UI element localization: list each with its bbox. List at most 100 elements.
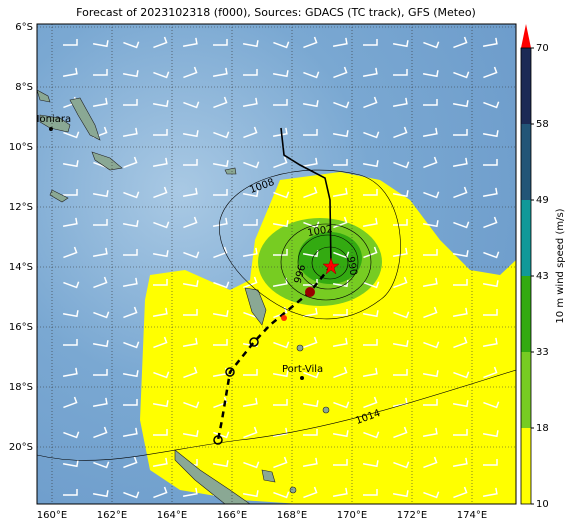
wind-barb [332,430,349,438]
wind-barb [452,100,469,108]
wind-barb [122,70,139,78]
wind-barb [153,36,168,49]
colorbar-segment [521,428,531,504]
wind-barb [363,189,378,196]
wind-barb [273,491,290,499]
city-dot [49,127,53,131]
lon-label: 166°E [217,510,247,521]
wind-barb [483,251,500,259]
wind-barb [422,277,438,287]
wind-barb [333,251,350,259]
wind-barb [272,127,288,137]
wind-barb [422,127,438,137]
wind-barb [153,186,168,199]
wind-barb [363,131,380,139]
wind-barb [183,101,200,109]
wind-barb [452,157,468,167]
wind-barb [63,339,78,346]
wind-barb [122,277,138,287]
lat-label: 20°S [9,442,33,453]
wind-barb [302,400,319,408]
wind-barb [92,97,108,107]
wind-barb [212,460,229,468]
wind-barb [362,310,379,318]
lon-label: 164°E [157,510,187,521]
wind-barb [453,486,468,499]
wind-barb [213,131,230,139]
wind-barb [242,97,258,107]
wind-barb [92,397,108,407]
wind-barb [63,246,78,259]
wind-barb [423,456,438,469]
wind-barb [483,66,498,79]
wind-barb [243,161,260,169]
wind-barb [393,461,410,469]
lat-label: 16°S [9,322,33,333]
colorbar: 10 18 33 43 49 58 70 [520,24,549,510]
colorbar-tick-label: 10 [536,499,549,510]
wind-barb [422,427,438,437]
title: Forecast of 2023102318 (f000), Sources: … [76,6,476,19]
wind-barb [392,340,409,348]
wind-barb [123,249,138,256]
wind-barb [63,281,80,289]
wind-barb [423,491,440,499]
wind-barb [482,37,498,47]
wind-barb [272,427,288,437]
wind-barb [332,130,349,138]
lat-label: 8°S [15,82,33,93]
wind-barb [303,371,320,379]
wind-barb [362,367,378,377]
wind-barb [453,129,468,136]
wind-barb [452,457,468,467]
wind-barb [182,37,198,47]
isobar-label: 1002 [307,224,334,239]
wind-barb [62,67,78,77]
wind-barb [303,71,320,79]
islands [37,89,330,504]
graticule [37,24,516,504]
wind-barb [182,430,199,438]
wind-barb [273,99,288,106]
wind-barb [242,40,259,48]
wind-barb [363,489,378,496]
wind-barb [212,217,228,227]
wind-barb [483,216,498,229]
wind-barb [122,427,138,437]
wind-barb [273,341,290,349]
colorbar-segment [521,352,531,428]
wind-barb [393,426,408,439]
isobars [37,169,516,461]
wind-barb [333,366,348,379]
wind-barb [273,456,288,469]
colorbar-tick-label: 33 [536,347,549,358]
wind-barb [93,69,108,76]
wind-barb [333,459,348,466]
wind-barb [363,281,380,289]
wind-barb [362,460,379,468]
map-area: Honiara Port-Vila 1008 1002 996 990 1014 [37,24,516,504]
wind-barb [363,339,378,346]
storm-track [213,127,340,445]
wind-barb [183,66,198,79]
wind-barb [93,219,108,226]
wind-barb [392,247,408,257]
wind-barb [243,69,258,76]
lat-label: 12°S [9,202,33,213]
wind-barb [363,246,378,259]
axes: 6°S 8°S 10°S 12°S 14°S 16°S 18°S 20°S 160°E 162°E… [9,22,487,521]
wind-barb [242,190,259,198]
lat-label: 6°S [15,22,33,33]
lon-label: 172°E [397,510,427,521]
wind-barb [92,40,109,48]
wind-barb [422,220,439,228]
wind-barb [93,276,108,289]
wind-barb [182,187,198,197]
wind-barb [152,457,168,467]
wind-barb [272,220,289,228]
wind-barb [123,99,138,106]
wind-barb [152,250,169,258]
wind-barb [483,401,500,409]
wind-barb [213,189,228,196]
wind-barb [212,67,228,77]
